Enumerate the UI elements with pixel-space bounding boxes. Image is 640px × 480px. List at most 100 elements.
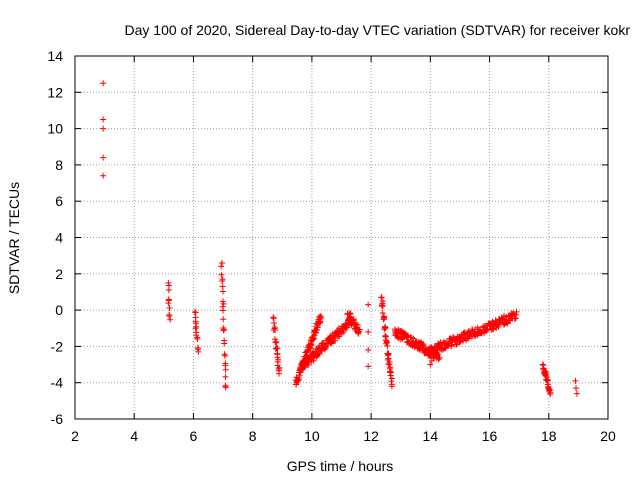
data-point <box>543 374 550 381</box>
data-point <box>356 326 363 333</box>
data-point <box>365 347 372 354</box>
data-point <box>384 342 391 349</box>
data-point <box>100 154 107 161</box>
data-point <box>222 384 229 391</box>
data-point <box>218 271 225 278</box>
x-tick-label: 20 <box>600 428 616 444</box>
data-point <box>464 335 471 342</box>
data-point <box>332 337 339 344</box>
y-tick-label: 8 <box>55 157 63 173</box>
data-point <box>100 125 107 132</box>
data-point <box>193 332 200 339</box>
x-tick-label: 8 <box>249 428 257 444</box>
y-tick-label: 6 <box>55 193 63 209</box>
y-tick-label: 0 <box>55 302 63 318</box>
data-point <box>443 339 450 346</box>
y-tick-label: -4 <box>51 375 64 391</box>
data-point <box>276 370 283 377</box>
data-point <box>572 377 579 384</box>
data-point <box>436 354 443 361</box>
x-tick-label: 10 <box>304 428 320 444</box>
data-point <box>218 260 225 267</box>
data-point <box>192 325 199 332</box>
data-point <box>311 332 318 339</box>
x-tick-label: 14 <box>423 428 439 444</box>
data-point <box>365 328 372 335</box>
data-point <box>220 288 227 295</box>
data-point <box>365 301 372 308</box>
data-point <box>192 309 199 316</box>
x-tick-label: 2 <box>71 428 79 444</box>
data-point <box>395 332 402 339</box>
data-point <box>219 283 226 290</box>
data-point <box>166 311 173 318</box>
data-point <box>167 316 174 323</box>
data-point <box>328 338 335 345</box>
data-point <box>273 339 280 346</box>
data-point <box>220 300 227 307</box>
data-point <box>307 344 314 351</box>
x-tick-label: 12 <box>363 428 379 444</box>
data-point <box>275 356 282 363</box>
data-point <box>547 391 554 398</box>
data-point <box>379 309 386 316</box>
y-tick-label: 4 <box>55 230 63 246</box>
data-point <box>495 323 502 330</box>
axes: 2 4 6 8 10 12 14 16 18 20 -6 -4 -2 0 2 4 6 8 10 12 14 <box>47 48 616 444</box>
data-point <box>222 366 229 373</box>
x-tick-label: 6 <box>190 428 198 444</box>
data-point <box>346 310 353 317</box>
data-point <box>221 326 228 333</box>
data-point <box>387 372 394 379</box>
data-point <box>539 361 546 368</box>
data-point <box>380 316 387 323</box>
data-point <box>100 116 107 123</box>
data-point <box>274 345 281 352</box>
data-point <box>573 390 580 397</box>
data-point <box>573 385 580 392</box>
y-tick-label: 12 <box>47 84 63 100</box>
chart-title: Day 100 of 2020, Sidereal Day-to-day VTE… <box>125 22 631 38</box>
data-point <box>388 383 395 390</box>
data-point <box>165 279 172 286</box>
y-tick-label: -2 <box>51 338 64 354</box>
data-point <box>193 323 200 330</box>
data-point <box>100 172 107 179</box>
data-point <box>100 80 107 87</box>
data-point <box>222 352 229 359</box>
data-point <box>354 321 361 328</box>
y-tick-label: 10 <box>47 121 63 137</box>
data-point <box>310 336 317 343</box>
data-point <box>316 318 323 325</box>
data-point <box>271 320 278 327</box>
data-point <box>420 341 427 348</box>
data-point <box>378 294 385 301</box>
data-point <box>340 329 347 336</box>
y-axis-label: SDTVAR / TECUs <box>6 182 22 294</box>
data-point <box>195 348 202 355</box>
y-tick-label: -6 <box>51 411 64 427</box>
data-point <box>379 303 386 310</box>
data-point <box>513 308 520 315</box>
data-point <box>310 357 317 364</box>
data-point <box>219 277 226 284</box>
data-point <box>388 375 395 382</box>
data-point <box>427 361 434 368</box>
data-point <box>220 307 227 314</box>
data-points <box>100 80 580 398</box>
data-point <box>385 350 392 357</box>
data-point <box>316 350 323 357</box>
data-point <box>382 324 389 331</box>
data-point <box>218 263 225 270</box>
data-point <box>385 355 392 362</box>
data-point <box>222 373 229 380</box>
data-point <box>365 363 372 370</box>
data-point <box>317 312 324 319</box>
data-point <box>456 339 463 346</box>
data-point <box>221 340 228 347</box>
data-point <box>220 327 227 334</box>
data-point <box>428 357 435 364</box>
data-point <box>272 327 279 334</box>
data-point <box>318 314 325 321</box>
